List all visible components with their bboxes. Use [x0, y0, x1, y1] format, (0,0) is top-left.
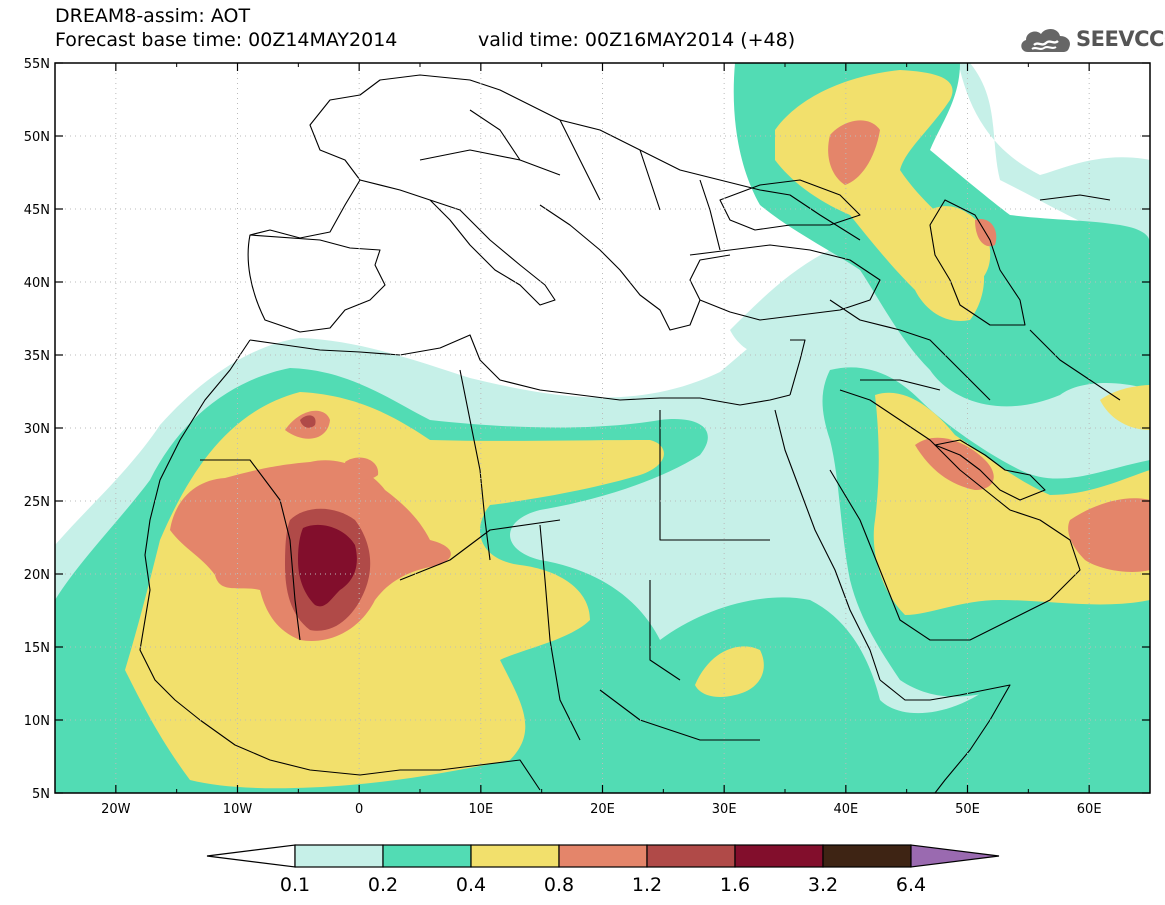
levant-red-sea — [774, 339, 881, 681]
colorbar-label: 1.6 — [720, 874, 750, 896]
y-tick-label: 50N — [24, 130, 50, 145]
inner-borders-africa — [200, 369, 770, 741]
inner-borders-middle-east — [829, 194, 1121, 401]
colorbar-label: 0.8 — [544, 874, 574, 896]
colorbar-bin — [558, 844, 648, 868]
y-tick-label: 35N — [24, 349, 50, 364]
latitude-axis: 55N 50N 45N 40N 35N 30N 25N 20N 15N 10N 5N — [24, 57, 1150, 802]
y-tick-label: 40N — [24, 276, 50, 291]
colorbar-bin — [294, 844, 384, 868]
colorbar-low-end — [206, 844, 296, 868]
colorbar-bin — [734, 844, 824, 868]
colorbar-label: 3.2 — [808, 874, 838, 896]
base-time: Forecast base time: 00Z14MAY2014 — [55, 29, 398, 51]
colorbar: 0.1 0.2 0.4 0.8 1.2 1.6 3.2 6.4 — [206, 844, 1000, 896]
x-tick-label: 10E — [468, 802, 493, 817]
map-title: DREAM8-assim: AOT — [55, 5, 251, 27]
lat-lon-grid — [55, 63, 1150, 793]
balkans-greece — [539, 204, 731, 331]
colorbar-high-end — [910, 844, 1000, 868]
colorbar-label: 0.2 — [368, 874, 398, 896]
colorbar-label: 1.2 — [632, 874, 662, 896]
logo-text: SEEVCCC — [1076, 27, 1165, 51]
y-tick-label: 5N — [32, 787, 50, 802]
y-tick-label: 10N — [24, 714, 50, 729]
y-tick-label: 20N — [24, 568, 50, 583]
cloud-icon — [1021, 28, 1070, 52]
colorbar-bin — [470, 844, 560, 868]
italy — [429, 199, 556, 306]
x-tick-label: 20E — [590, 802, 615, 817]
valid-time: valid time: 00Z16MAY2014 (+48) — [478, 29, 796, 51]
colorbar-label: 0.4 — [456, 874, 486, 896]
arabia — [829, 389, 1081, 641]
horn-of-africa — [879, 679, 1011, 793]
x-tick-label: 40E — [833, 802, 858, 817]
forecast-times: Forecast base time: 00Z14MAY2014 valid ti… — [55, 29, 795, 51]
europe-coast — [249, 74, 861, 241]
west-africa-coast — [139, 339, 541, 791]
y-tick-label: 25N — [24, 495, 50, 510]
x-tick-label: 20W — [101, 802, 131, 817]
x-tick-label: 60E — [1077, 802, 1102, 817]
y-tick-label: 30N — [24, 422, 50, 437]
longitude-axis: 20W 10W 0 10E 20E 30E 40E 50E 60E — [54, 63, 1151, 817]
colorbar-label: 0.1 — [280, 874, 310, 896]
seevccc-logo: SEEVCCC — [1018, 24, 1165, 56]
inner-borders-europe — [359, 109, 721, 251]
coastlines-and-borders — [139, 74, 1121, 793]
colorbar-label: 6.4 — [896, 874, 926, 896]
y-tick-label: 45N — [24, 203, 50, 218]
x-tick-label: 50E — [955, 802, 980, 817]
colorbar-bin — [382, 844, 472, 868]
x-tick-label: 10W — [223, 802, 253, 817]
y-tick-label: 15N — [24, 641, 50, 656]
colorbar-bin — [822, 844, 912, 868]
x-tick-label: 0 — [355, 802, 363, 817]
persian-gulf — [934, 439, 1046, 501]
north-africa-coast — [249, 334, 791, 406]
caspian — [929, 199, 1026, 326]
aot-level-1-6 — [298, 524, 357, 607]
y-tick-label: 55N — [24, 57, 50, 72]
turkey — [689, 244, 881, 321]
iberia — [247, 234, 386, 333]
x-tick-label: 30E — [712, 802, 737, 817]
colorbar-bin — [646, 844, 736, 868]
black-sea — [719, 179, 861, 231]
